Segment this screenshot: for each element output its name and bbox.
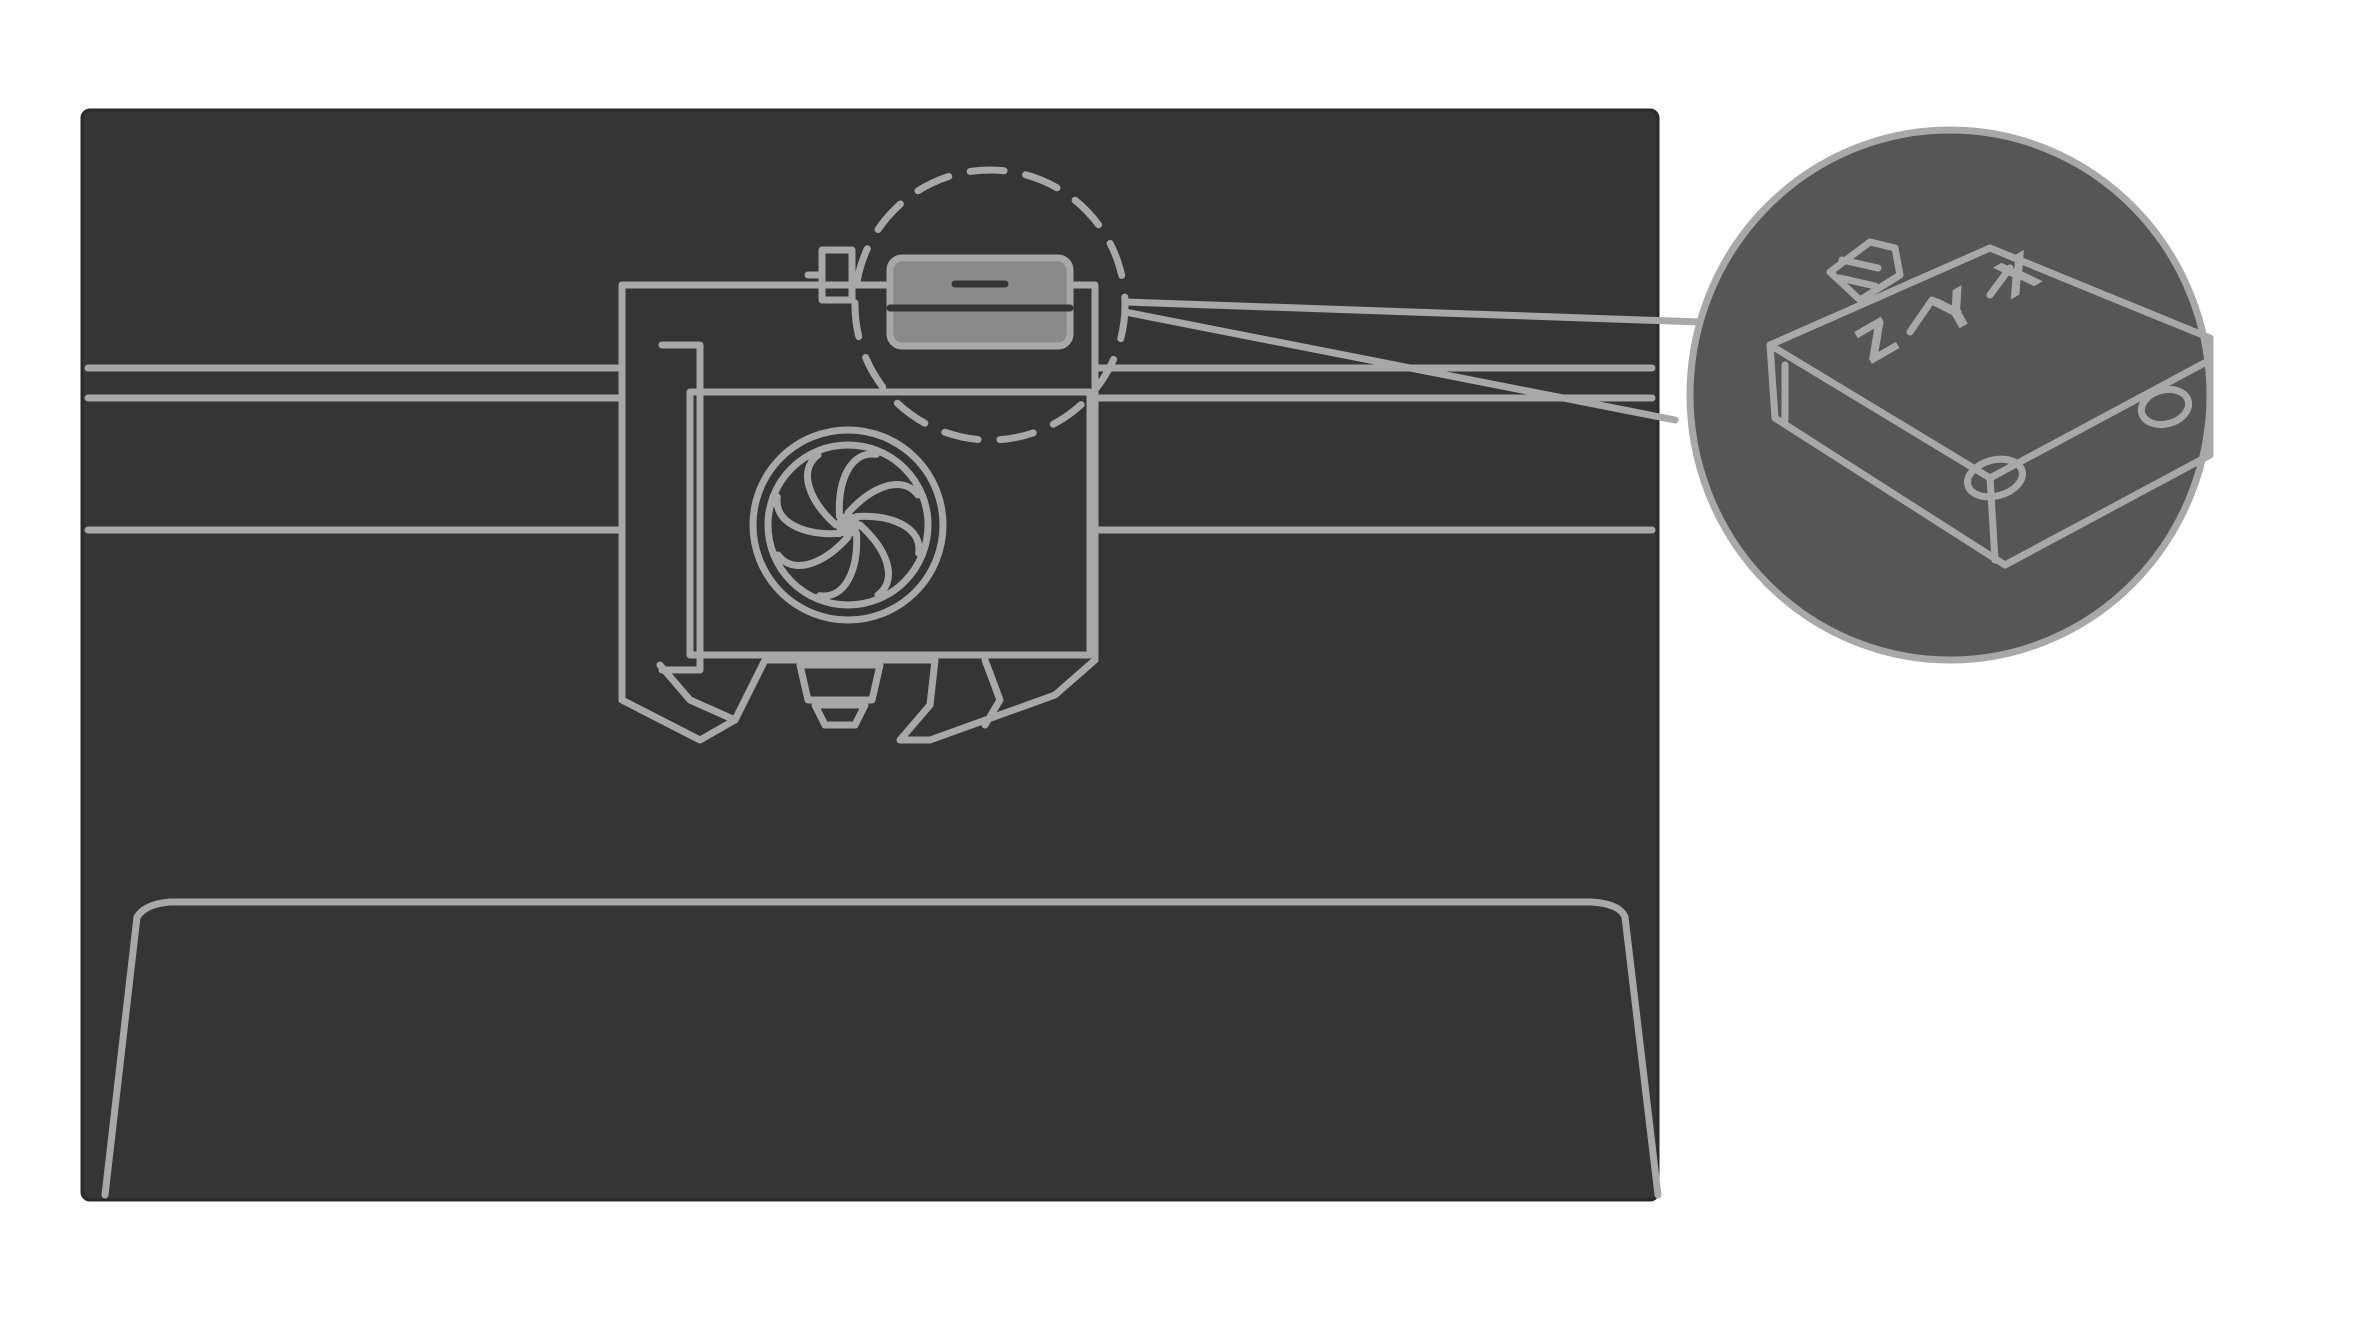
zoom-leader [1121, 298, 1704, 424]
printhead-icon [618, 166, 1129, 744]
sensor-module-icon [886, 254, 1074, 350]
zoom-detail: Z Y X [1686, 126, 2214, 664]
gantry-rails [84, 364, 1656, 534]
print-bed-icon [101, 898, 1662, 1199]
fan-icon [749, 426, 947, 624]
